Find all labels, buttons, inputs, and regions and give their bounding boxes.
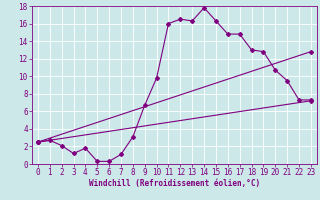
X-axis label: Windchill (Refroidissement éolien,°C): Windchill (Refroidissement éolien,°C) <box>89 179 260 188</box>
